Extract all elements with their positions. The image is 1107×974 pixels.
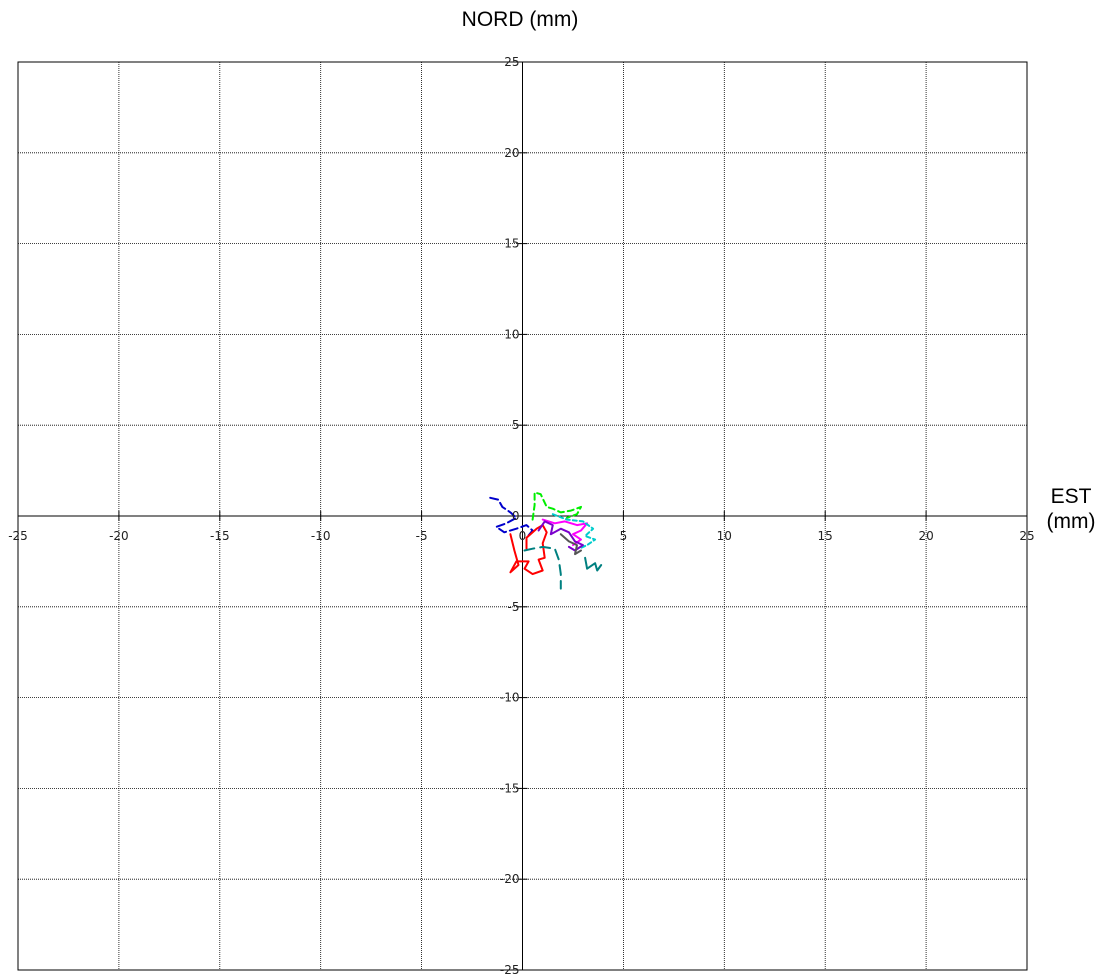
x-tick-label: 15 — [818, 529, 833, 543]
y-tick-label: 10 — [504, 327, 519, 341]
y-tick-label: 20 — [504, 146, 519, 160]
x-tick-label: 10 — [717, 529, 732, 543]
y-tick-label: 15 — [504, 237, 519, 251]
x-tick-label: -25 — [8, 529, 28, 543]
x-tick-label: -20 — [109, 529, 129, 543]
tick-label-layer: -25 -20 -15 -10 -5 0 5 10 15 20 25 25 20 15 10 5 -5 -10 -1… — [8, 55, 1034, 974]
x-tick-label: -10 — [311, 529, 331, 543]
origin-tick-label: 0 — [512, 509, 520, 523]
x-tick-label: 25 — [1019, 529, 1034, 543]
series-line-5 — [551, 513, 597, 550]
y-axis-title: NORD (mm) — [461, 8, 579, 31]
series-line-6 — [537, 520, 584, 552]
x-tick-label: -5 — [416, 529, 428, 543]
x-axis-title: EST (mm) — [1046, 485, 1096, 533]
y-tick-label: -5 — [508, 600, 520, 614]
series-line-9 — [559, 533, 582, 556]
y-tick-label: -25 — [500, 963, 520, 974]
x-tick-label: -15 — [210, 529, 230, 543]
axes-layer — [17, 61, 1028, 971]
y-tick-label: -15 — [500, 781, 520, 795]
series-line-3 — [531, 491, 582, 521]
x-tick-label: 20 — [918, 529, 933, 543]
series-line-1 — [489, 496, 534, 539]
series-line-7 — [523, 545, 562, 590]
series-layer — [489, 491, 603, 590]
x-tick-label: 0 — [519, 529, 527, 543]
y-tick-label: -20 — [500, 872, 520, 886]
y-tick-label: 5 — [512, 418, 520, 432]
y-tick-label: -10 — [500, 691, 520, 705]
x-tick-label: 5 — [620, 529, 628, 543]
y-tick-label: 25 — [504, 55, 519, 69]
series-line-8 — [584, 556, 603, 572]
